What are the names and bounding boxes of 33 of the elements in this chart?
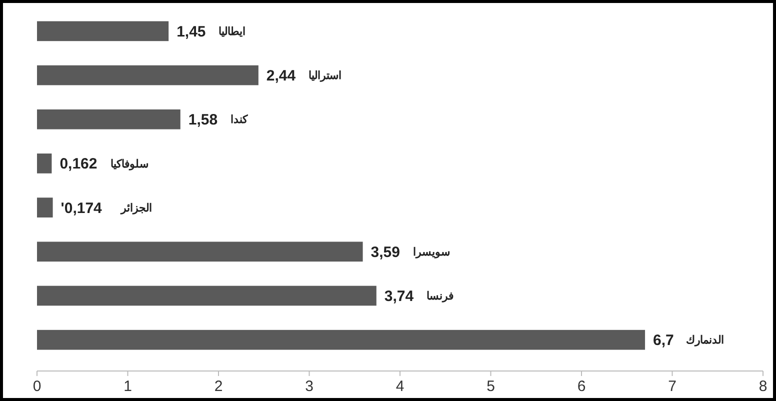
- y-tick-label: سلوفاكيا: [110, 158, 149, 170]
- y-tick-label: سويسرا: [412, 246, 450, 258]
- data-label: '0,174: [60, 200, 103, 217]
- x-tick-label: 7: [668, 378, 676, 395]
- x-tick-label: 8: [758, 378, 768, 395]
- y-tick-label: كندا: [230, 114, 248, 126]
- data-label: 1,45: [176, 23, 206, 40]
- x-tick-label: 5: [486, 378, 495, 395]
- x-tick-label: 0: [32, 378, 42, 395]
- data-label: 0,162: [60, 156, 98, 173]
- y-tick-label: استراليا: [308, 70, 342, 82]
- bar: [37, 65, 258, 86]
- x-tick-label: 1: [124, 378, 132, 395]
- x-tick-label: 3: [305, 378, 314, 395]
- x-tick-label: 2: [214, 378, 223, 395]
- x-tick-label: 4: [396, 378, 404, 395]
- bar: [37, 109, 180, 130]
- y-tick-label: فرنسا: [426, 290, 454, 303]
- bar: [37, 242, 363, 262]
- data-label: 3,74: [384, 288, 414, 305]
- bar: [37, 330, 646, 350]
- bar: [37, 198, 53, 218]
- data-label: 6,7: [653, 332, 674, 350]
- bar: [37, 286, 376, 306]
- data-label: 1,58: [188, 112, 218, 129]
- y-tick-label: الدنمارك: [686, 334, 724, 347]
- x-tick-label: 6: [577, 378, 586, 395]
- bar: [37, 21, 169, 42]
- data-label: 3,59: [370, 244, 400, 261]
- data-label: 2,44: [266, 68, 296, 84]
- y-tick-label: الجزائر: [120, 202, 152, 214]
- y-tick-label: ايطاليا: [218, 26, 246, 38]
- bar: [37, 154, 52, 174]
